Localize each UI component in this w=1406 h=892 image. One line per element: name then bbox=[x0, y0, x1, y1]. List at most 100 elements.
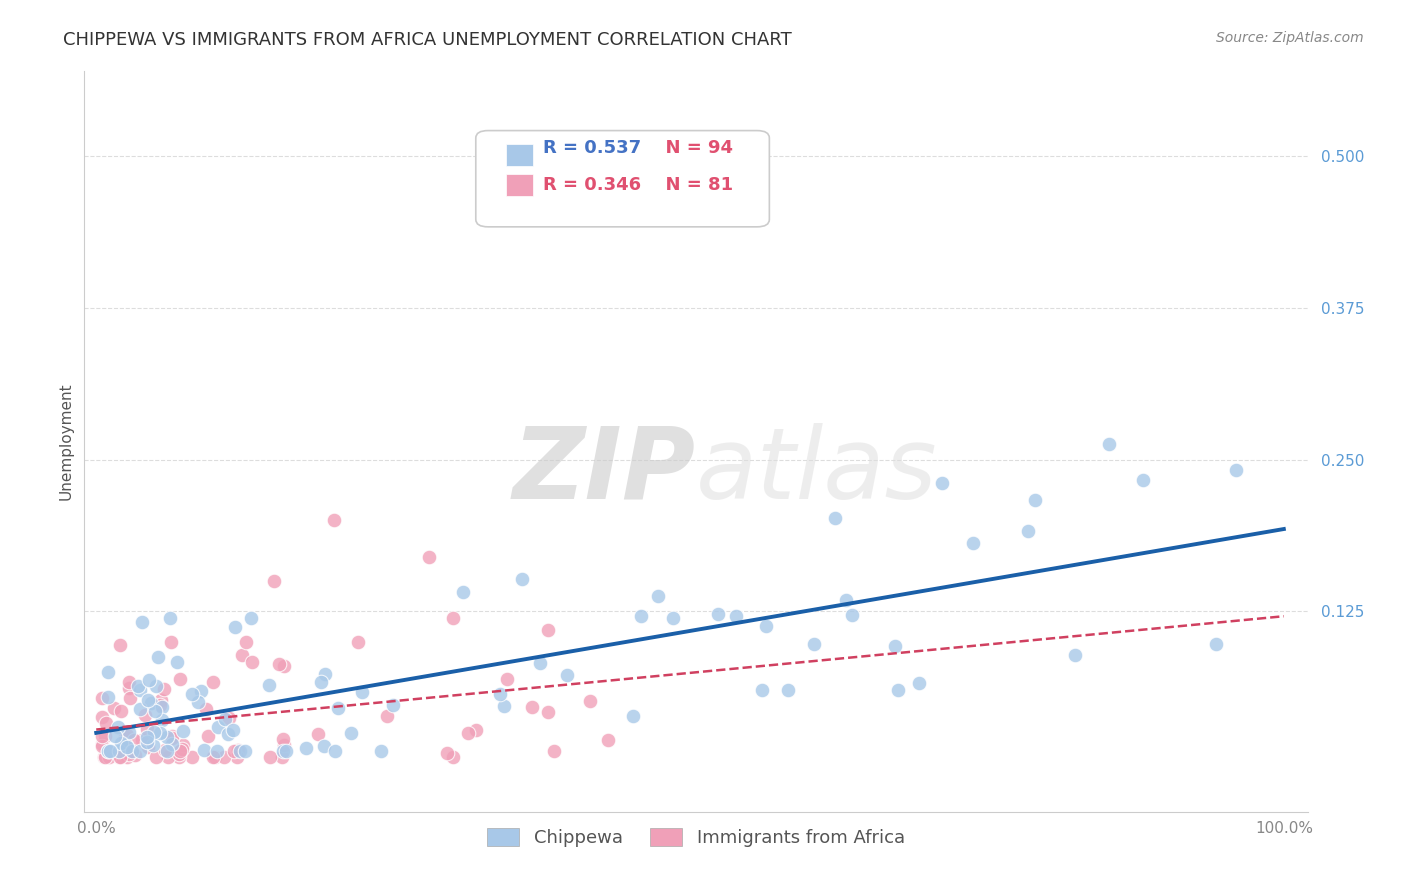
Point bbox=[108, 749, 131, 764]
Text: N = 94: N = 94 bbox=[654, 138, 733, 157]
Point bbox=[93, 750, 115, 764]
FancyBboxPatch shape bbox=[475, 130, 769, 227]
Point bbox=[226, 750, 249, 764]
Point bbox=[131, 615, 153, 630]
Point bbox=[97, 744, 120, 758]
Point bbox=[134, 708, 156, 723]
Point bbox=[226, 743, 249, 757]
Point bbox=[91, 739, 114, 753]
Point bbox=[150, 693, 173, 707]
Point bbox=[441, 749, 464, 764]
Point bbox=[270, 750, 292, 764]
Point bbox=[114, 731, 136, 745]
Point bbox=[129, 744, 152, 758]
Point bbox=[108, 744, 131, 758]
Point bbox=[108, 638, 131, 652]
Point bbox=[835, 593, 858, 607]
Point bbox=[153, 743, 176, 757]
Point bbox=[160, 737, 183, 751]
Point bbox=[886, 683, 908, 698]
Point bbox=[803, 637, 825, 651]
Point bbox=[235, 635, 257, 649]
Point bbox=[136, 722, 159, 736]
Point bbox=[1098, 436, 1121, 450]
Point bbox=[1205, 637, 1227, 651]
Point bbox=[124, 748, 146, 763]
Point bbox=[149, 726, 172, 740]
Point bbox=[1064, 648, 1087, 662]
FancyBboxPatch shape bbox=[506, 144, 533, 166]
Point bbox=[122, 732, 145, 747]
Point bbox=[91, 710, 114, 724]
Y-axis label: Unemployment: Unemployment bbox=[58, 383, 73, 500]
Point bbox=[1132, 473, 1154, 487]
Point bbox=[91, 690, 114, 705]
Point bbox=[755, 619, 778, 633]
Point bbox=[218, 711, 240, 725]
Point bbox=[153, 682, 176, 697]
Point bbox=[294, 741, 316, 756]
Point bbox=[117, 725, 139, 739]
Point bbox=[115, 750, 138, 764]
Point bbox=[150, 700, 173, 714]
Point bbox=[98, 744, 121, 758]
Point bbox=[180, 687, 202, 701]
Point bbox=[824, 511, 846, 525]
Text: ZIP: ZIP bbox=[513, 423, 696, 520]
Point bbox=[212, 750, 235, 764]
Point bbox=[169, 744, 191, 758]
Point bbox=[103, 701, 125, 715]
Point bbox=[370, 744, 392, 758]
Point bbox=[194, 702, 217, 716]
Point bbox=[214, 712, 236, 726]
Point bbox=[346, 635, 368, 649]
Point bbox=[94, 750, 117, 764]
Point bbox=[201, 750, 224, 764]
Point bbox=[96, 716, 118, 731]
Point bbox=[707, 607, 730, 622]
Point bbox=[229, 744, 252, 758]
Point bbox=[160, 731, 183, 745]
Point bbox=[143, 704, 166, 718]
Point bbox=[128, 701, 150, 715]
Point bbox=[883, 639, 905, 653]
Point bbox=[339, 726, 361, 740]
Text: R = 0.537: R = 0.537 bbox=[543, 138, 641, 157]
Point bbox=[181, 750, 204, 764]
Point bbox=[271, 731, 294, 746]
Text: CHIPPEWA VS IMMIGRANTS FROM AFRICA UNEMPLOYMENT CORRELATION CHART: CHIPPEWA VS IMMIGRANTS FROM AFRICA UNEMP… bbox=[63, 31, 792, 49]
Point bbox=[494, 698, 516, 713]
Point bbox=[776, 683, 799, 698]
Point bbox=[751, 683, 773, 698]
Point bbox=[488, 687, 510, 701]
Point bbox=[160, 729, 183, 743]
Point bbox=[166, 655, 188, 669]
Point bbox=[115, 728, 138, 742]
Point bbox=[172, 742, 194, 756]
Point bbox=[149, 698, 172, 712]
Point bbox=[323, 744, 346, 758]
Point bbox=[418, 549, 440, 564]
Point bbox=[127, 679, 149, 693]
Text: N = 81: N = 81 bbox=[654, 176, 734, 194]
FancyBboxPatch shape bbox=[506, 174, 533, 195]
Point bbox=[231, 648, 253, 663]
Point bbox=[121, 744, 143, 758]
Point bbox=[259, 750, 281, 764]
Point bbox=[725, 608, 748, 623]
Point bbox=[205, 744, 228, 758]
Point bbox=[142, 724, 165, 739]
Point bbox=[187, 695, 209, 709]
Point bbox=[647, 589, 669, 603]
Point bbox=[139, 696, 162, 710]
Point bbox=[311, 674, 333, 689]
Point bbox=[115, 740, 138, 755]
Point bbox=[138, 693, 160, 707]
Point bbox=[621, 708, 644, 723]
Point bbox=[104, 729, 127, 743]
Point bbox=[496, 672, 519, 686]
Point bbox=[110, 704, 132, 718]
Point bbox=[145, 679, 167, 693]
Point bbox=[1225, 463, 1247, 477]
Point bbox=[375, 709, 398, 723]
